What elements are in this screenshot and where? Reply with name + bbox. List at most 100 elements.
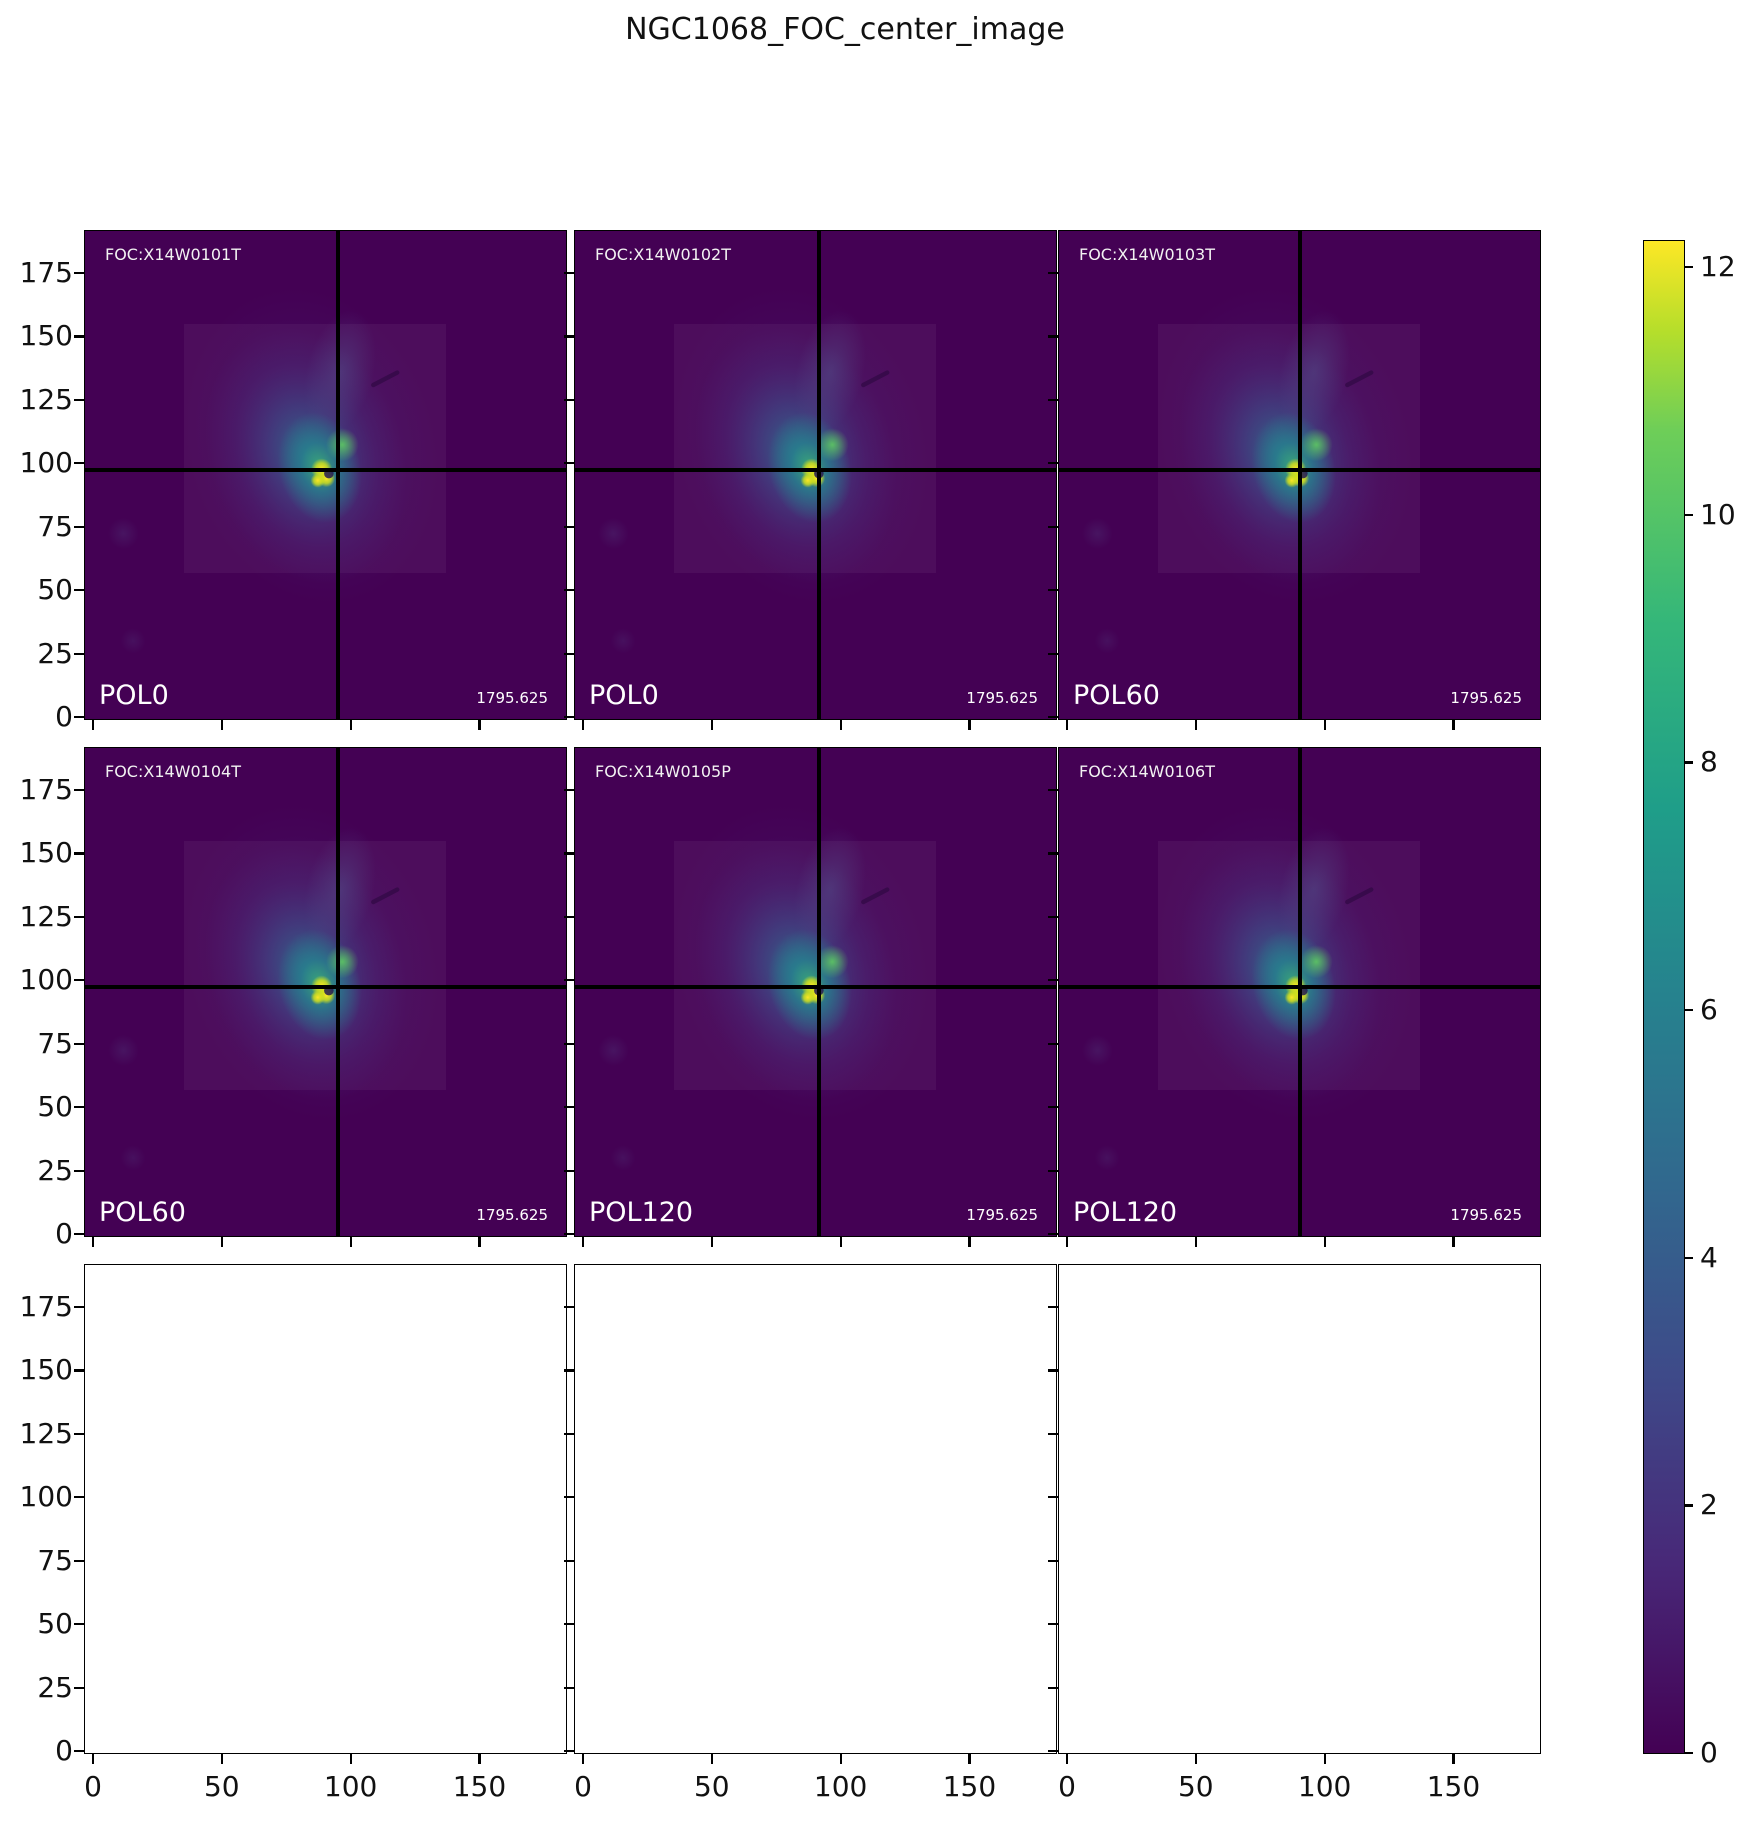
y-tick-mark (74, 462, 84, 465)
crosshair-vertical (335, 231, 340, 719)
y-tick-mark (564, 716, 574, 719)
x-tick-mark (1323, 1754, 1326, 1764)
y-tick-mark (564, 1496, 574, 1499)
y-tick-mark (564, 462, 574, 465)
colorbar-tick-mark (1684, 266, 1693, 269)
image-area: FOC:X14W0106T POL120 1795.625 (1059, 748, 1540, 1236)
y-tick-label: 100 (19, 446, 73, 480)
y-tick-mark (564, 1623, 574, 1626)
y-tick-mark (74, 1169, 84, 1172)
y-tick-mark (74, 1369, 84, 1372)
crosshair-horizontal (1059, 985, 1540, 990)
y-tick-mark (74, 1623, 84, 1626)
y-tick-label: 150 (19, 1353, 73, 1387)
polarizer-label: POL60 (1073, 680, 1160, 711)
panel-empty-1: 0 50 100 150 (564, 1264, 1057, 1803)
y-tick-mark (1048, 1042, 1058, 1045)
x-tick-mark (1065, 1754, 1069, 1764)
x-tick-mark (1452, 720, 1455, 730)
y-tick-label: 125 (19, 382, 73, 416)
galaxy-image (108, 287, 440, 654)
x-tick-mark (839, 720, 842, 730)
x-tick-mark (1323, 1237, 1326, 1247)
polarizer-label: POL60 (99, 1197, 186, 1228)
y-tick-mark (564, 1686, 574, 1689)
y-tick-mark (1048, 398, 1058, 402)
x-tick-mark (1194, 720, 1197, 730)
y-tick-label: 150 (19, 836, 73, 870)
image-area: FOC:X14W0104T POL60 1795.625 (85, 748, 566, 1236)
y-tick-label: 50 (37, 1090, 73, 1124)
y-tick-mark (564, 788, 574, 792)
x-tick-mark (581, 1237, 585, 1247)
crosshair-vertical (816, 748, 821, 1236)
y-tick-mark (564, 335, 574, 338)
y-tick-label: 50 (37, 573, 73, 607)
x-tick-label: 100 (1297, 1770, 1352, 1803)
y-tick-mark (564, 589, 574, 592)
y-tick-label: 25 (37, 636, 73, 670)
x-tick-mark (710, 1754, 713, 1764)
y-tick-label: 0 (55, 1734, 73, 1768)
x-tick-mark (968, 1754, 971, 1764)
y-tick-mark (1048, 1623, 1058, 1626)
x-tick-mark (220, 1754, 223, 1764)
crosshair-horizontal (575, 985, 1056, 990)
y-tick-mark (1048, 589, 1058, 592)
exposure-value-label: 1795.625 (476, 1206, 548, 1224)
colorbar-tick-label: 2 (1700, 1488, 1718, 1522)
colorbar-tick-mark (1684, 1504, 1693, 1507)
polarizer-label: POL120 (589, 1197, 694, 1228)
panel-empty-0: 175 150 125 100 75 50 25 0 0 50 100 150 (20, 1264, 567, 1803)
y-tick-mark (564, 1369, 574, 1372)
polarizer-label: POL120 (1073, 1197, 1178, 1228)
y-tick-mark (1048, 525, 1058, 528)
x-tick-mark (91, 1754, 95, 1764)
colorbar-tick-label: 8 (1700, 745, 1718, 779)
y-tick-label: 25 (37, 1670, 73, 1704)
y-tick-mark (74, 1559, 84, 1562)
y-tick-mark (1048, 1496, 1058, 1499)
y-tick-mark (1048, 915, 1058, 919)
y-tick-mark (1048, 1106, 1058, 1109)
y-tick-mark (564, 915, 574, 919)
x-tick-label: 100 (813, 1770, 868, 1803)
x-tick-mark (1194, 1237, 1197, 1247)
colorbar-tick-label: 10 (1700, 497, 1736, 531)
y-tick-mark (74, 1432, 84, 1436)
x-tick-mark (1065, 1237, 1069, 1247)
panel-POL0-X14W0102T: FOC:X14W0102T POL0 1795.625 (564, 230, 1057, 730)
y-tick-mark (74, 1305, 84, 1309)
y-tick-mark (74, 1042, 84, 1045)
y-tick-mark (1048, 462, 1058, 465)
y-tick-mark (564, 1233, 574, 1236)
y-tick-mark (74, 716, 84, 719)
y-tick-mark (564, 1042, 574, 1045)
y-tick-mark (1048, 271, 1058, 275)
panel-POL60-X14W0104T: FOC:X14W0104T POL60 1795.625 175 150 125 100 75… (20, 747, 567, 1250)
x-tick-mark (220, 720, 223, 730)
crosshair-vertical (1298, 748, 1303, 1236)
y-tick-mark (74, 335, 84, 338)
y-tick-label: 175 (19, 255, 73, 289)
x-tick-mark (91, 720, 95, 730)
y-tick-mark (564, 1305, 574, 1309)
panel-POL120-X14W0106T: FOC:X14W0106T POL120 1795.625 (1048, 747, 1541, 1247)
y-tick-mark (1048, 1559, 1058, 1562)
x-tick-label: 150 (452, 1770, 507, 1803)
x-tick-mark (1194, 1754, 1197, 1764)
x-tick-mark (349, 1237, 352, 1247)
foc-exposure-label: FOC:X14W0103T (1079, 245, 1215, 264)
y-tick-mark (74, 1686, 84, 1689)
exposure-value-label: 1795.625 (1450, 689, 1522, 707)
y-tick-label: 75 (37, 509, 73, 543)
crosshair-horizontal (575, 468, 1056, 473)
x-tick-label: 0 (84, 1770, 102, 1803)
exposure-value-label: 1795.625 (1450, 1206, 1522, 1224)
x-tick-mark (220, 1237, 223, 1247)
y-tick-label: 175 (19, 772, 73, 806)
figure-title: NGC1068_FOC_center_image (625, 12, 1065, 47)
x-tick-mark (91, 1237, 95, 1247)
y-tick-mark (564, 1432, 574, 1436)
x-tick-label: 150 (1426, 1770, 1481, 1803)
